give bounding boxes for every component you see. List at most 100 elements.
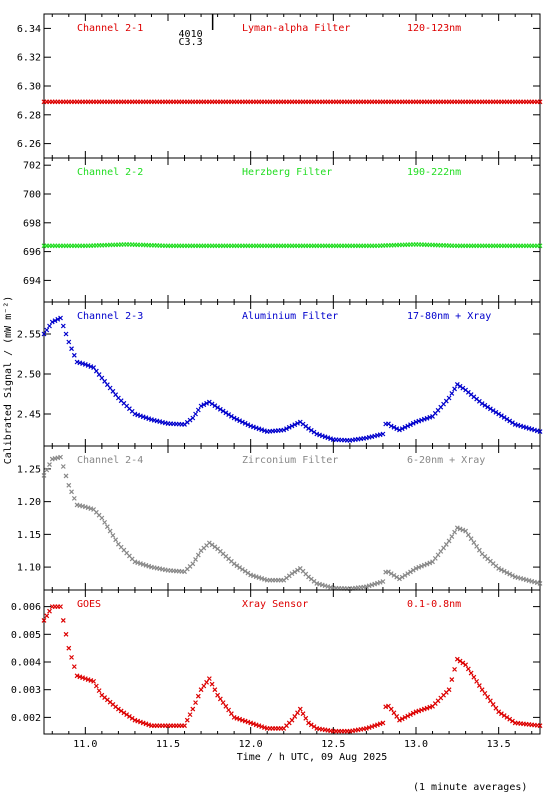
data-point	[71, 495, 77, 501]
data-point	[226, 412, 232, 417]
data-point	[485, 694, 491, 700]
data-point	[468, 670, 474, 676]
x-tick-label: 11.0	[73, 739, 97, 750]
data-point	[44, 327, 50, 333]
series-points	[41, 315, 543, 443]
data-point	[474, 678, 480, 684]
data-point	[69, 654, 74, 660]
data-point	[421, 562, 427, 568]
data-point	[66, 645, 72, 651]
data-point	[419, 563, 424, 569]
data-point	[85, 363, 91, 368]
data-point	[104, 524, 110, 530]
data-point	[234, 416, 240, 422]
data-point	[66, 482, 72, 488]
data-point	[457, 383, 463, 389]
data-point	[460, 660, 466, 666]
data-point	[234, 563, 240, 569]
data-point	[124, 712, 130, 718]
data-point	[121, 710, 127, 716]
data-point	[190, 415, 196, 421]
data-point	[465, 532, 471, 538]
data-point	[482, 402, 488, 408]
data-point	[193, 557, 198, 562]
data-point	[281, 427, 287, 433]
y-tick-label: 0.006	[11, 602, 41, 613]
data-point	[245, 422, 251, 428]
filter-label: Xray Sensor	[242, 599, 308, 610]
data-point	[454, 525, 460, 531]
data-point	[198, 403, 204, 409]
y-tick-label: 2.45	[17, 410, 41, 421]
band-label: 0.1-0.8nm	[407, 599, 461, 610]
y-tick-label: 6.28	[17, 110, 41, 121]
y-tick-label: 0.004	[11, 658, 41, 669]
data-point	[394, 714, 400, 719]
data-point	[402, 424, 408, 430]
data-point	[297, 706, 303, 712]
data-point	[60, 618, 66, 623]
data-point	[510, 718, 515, 724]
data-point	[47, 462, 52, 467]
data-point	[498, 711, 504, 717]
data-point	[193, 411, 198, 417]
x-axis-label: Time / h UTC, 09 Aug 2025	[237, 752, 388, 763]
y-tick-label: 2.55	[17, 330, 41, 341]
y-tick-label: 1.10	[17, 563, 41, 574]
data-point	[44, 613, 50, 619]
data-point	[182, 723, 187, 729]
data-point	[413, 565, 419, 571]
data-point	[217, 696, 223, 702]
y-tick-label: 0.003	[11, 685, 41, 696]
data-point	[408, 422, 413, 428]
data-point	[239, 419, 245, 425]
y-tick-label: 0.005	[11, 630, 41, 641]
x-tick-label: 12.5	[321, 739, 345, 750]
data-point	[113, 537, 119, 543]
data-point	[308, 722, 314, 728]
y-tick-label: 0.002	[11, 713, 41, 724]
data-point	[408, 569, 413, 575]
data-point	[44, 467, 50, 473]
data-point	[537, 581, 543, 586]
data-point	[391, 572, 397, 578]
data-point	[380, 431, 386, 437]
y-tick-label: 694	[23, 276, 41, 287]
data-point	[41, 618, 47, 623]
data-point	[410, 420, 416, 426]
data-point	[476, 547, 482, 553]
panel-4	[41, 445, 543, 592]
data-point	[388, 706, 394, 712]
data-point	[410, 567, 416, 573]
data-point	[474, 543, 480, 549]
panel-frame	[43, 157, 541, 303]
data-point	[380, 579, 386, 584]
data-point	[493, 705, 499, 711]
data-point	[303, 715, 309, 721]
data-point	[306, 425, 311, 431]
data-point	[60, 464, 66, 469]
data-point	[449, 391, 455, 396]
data-point	[454, 381, 460, 387]
panel-5	[41, 589, 543, 735]
data-point	[286, 424, 292, 430]
data-point	[537, 429, 543, 435]
data-point	[209, 401, 215, 407]
data-point	[242, 568, 248, 574]
data-point	[223, 703, 229, 709]
data-point	[399, 716, 405, 722]
band-label: 120-123nm	[407, 23, 461, 34]
data-point	[126, 714, 132, 719]
y-tick-label: 698	[23, 218, 41, 229]
data-point	[504, 570, 510, 576]
data-point	[391, 424, 397, 430]
data-point	[295, 710, 300, 716]
data-point	[405, 423, 411, 429]
data-point	[295, 420, 300, 426]
data-point	[82, 361, 88, 367]
data-point	[402, 714, 408, 720]
data-point	[63, 331, 69, 337]
channel-label: Channel 2-4	[77, 455, 143, 466]
